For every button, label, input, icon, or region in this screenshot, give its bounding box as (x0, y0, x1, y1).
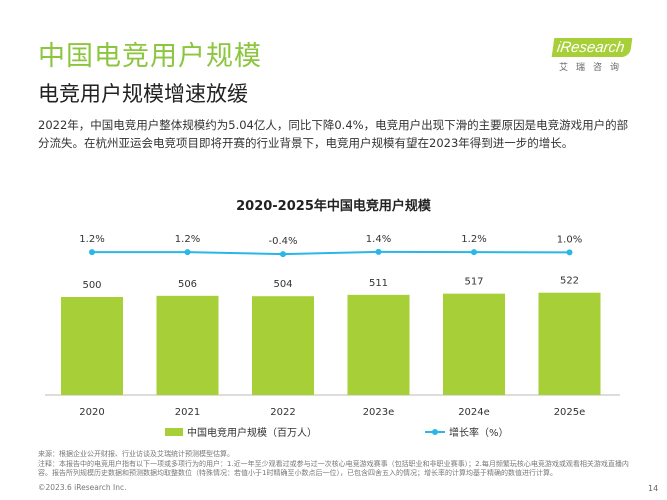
legend-line-marker (432, 429, 438, 435)
bar (252, 296, 314, 395)
bar (538, 292, 601, 395)
bar-label: 504 (273, 279, 292, 290)
bar-label: 506 (178, 279, 197, 290)
chart: 500 2020 1.2% 506 2021 1.2% 504 2022 -0.4% 511 202… (45, 234, 620, 439)
line-label: -0.4% (268, 236, 297, 247)
line-point (280, 251, 286, 258)
bar (156, 295, 219, 395)
line-point (471, 249, 477, 256)
page-number: 14 (648, 484, 659, 493)
line-label: 1.2% (461, 234, 486, 245)
bar (443, 293, 505, 395)
x-tick-label: 2024e (458, 407, 490, 418)
x-tick-label: 2023e (363, 407, 395, 418)
summary-text: 2022年，中国电竞用户整体规模约为5.04亿人，同比下降0.4%，电竞用户出现… (38, 118, 629, 150)
logo-brand: iResearch (551, 38, 633, 57)
x-tick-label: 2022 (270, 407, 295, 418)
line-point (566, 249, 573, 256)
x-tick-label: 2021 (175, 407, 200, 418)
bar-label: 522 (560, 276, 579, 287)
iresearch-logo: iResearch 艾瑞咨询 (551, 38, 633, 73)
source-note: 来源：根据企业公开财报、行业访谈及艾瑞统计预测模型估算。 (38, 450, 234, 458)
line-point (184, 249, 191, 256)
legend-line-label: 增长率（%） (449, 426, 509, 439)
page-title: 中国电竞用户规模 (38, 41, 262, 72)
bar (61, 297, 123, 395)
bar-label: 500 (82, 280, 101, 291)
chart-title: 2020-2025年中国电竞用户规模 (236, 199, 431, 214)
line-label: 1.2% (79, 234, 104, 245)
line-point (375, 248, 382, 255)
growth-line (92, 250, 570, 256)
legend-bar-label: 中国电竞用户规模（百万人） (187, 426, 317, 439)
legend-bar-swatch (165, 428, 183, 436)
copyright: ©2023.6 iResearch Inc. (38, 483, 127, 492)
logo-sub: 艾瑞咨询 (559, 63, 628, 73)
bar-label: 511 (369, 278, 388, 289)
line-label: 1.2% (175, 234, 200, 245)
page-subtitle: 电竞用户规模增速放缓 (38, 82, 248, 106)
bar-label: 517 (464, 277, 483, 288)
footnotes: 来源：根据企业公开财报、行业访谈及艾瑞统计预测模型估算。 注释：本报告中的电竞用… (38, 450, 638, 479)
x-tick-label: 2025e (554, 407, 586, 418)
bar (347, 294, 410, 395)
line-label: 1.0% (557, 234, 582, 245)
line-point (89, 249, 95, 256)
x-tick-label: 2020 (79, 407, 104, 418)
annotation-note: 注释：本报告中的电竞用户指有以下一项或多项行为的用户：1.近一年至少观看过或参与… (38, 459, 629, 478)
line-label: 1.4% (366, 234, 391, 245)
